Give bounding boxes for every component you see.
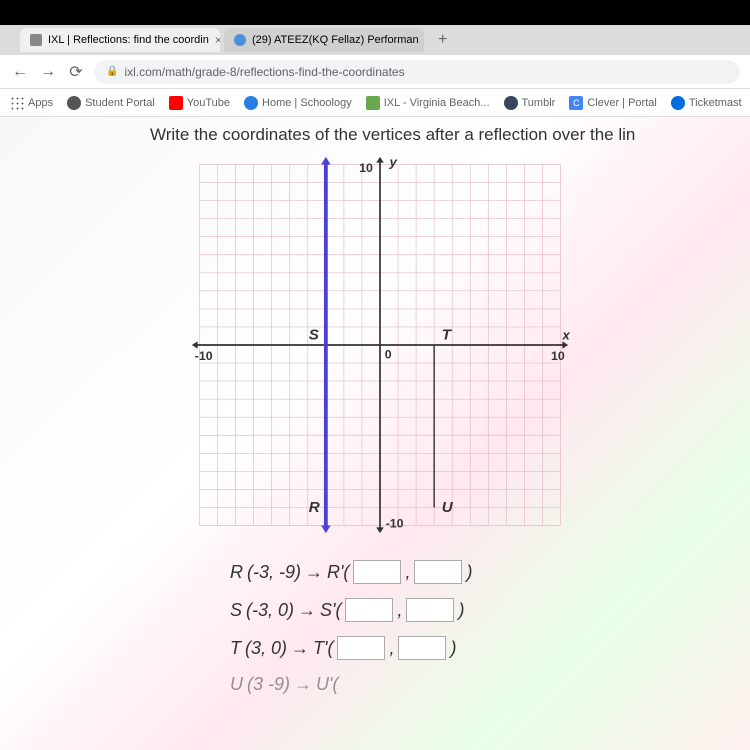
bookmark-tumblr[interactable]: Tumblr <box>504 96 556 110</box>
new-tab-button[interactable]: + <box>428 31 457 49</box>
bookmark-icon <box>244 96 258 110</box>
url-bar[interactable]: 🔒 ixl.com/math/grade-8/reflections-find-… <box>94 60 740 84</box>
bookmark-icon <box>366 96 380 110</box>
arrow: → <box>305 562 323 583</box>
point-label: S <box>230 600 242 621</box>
image-label: U'( <box>316 674 338 695</box>
arrow: → <box>291 638 309 659</box>
bookmark-icon <box>671 96 685 110</box>
point-coords: (3 -9) <box>247 674 290 695</box>
answer-input-x[interactable] <box>337 636 385 660</box>
comma: , <box>405 562 410 583</box>
question-text: Write the coordinates of the vertices af… <box>150 125 750 145</box>
answer-row-s: S (-3, 0) → S'( , ) <box>230 598 750 622</box>
bookmark-label: Apps <box>28 97 53 109</box>
bookmark-label: IXL - Virginia Beach... <box>384 97 490 109</box>
bookmark-icon: C <box>569 96 583 110</box>
svg-text:x: x <box>561 327 570 342</box>
window-top-border <box>0 0 750 25</box>
bookmark-label: Ticketmast <box>689 97 742 109</box>
reload-button[interactable]: ⟳ <box>66 62 86 82</box>
paren: ) <box>466 562 472 583</box>
bookmark-student-portal[interactable]: Student Portal <box>67 96 155 110</box>
bookmark-icon <box>67 96 81 110</box>
svg-text:-10: -10 <box>386 516 404 530</box>
bookmark-icon <box>504 96 518 110</box>
close-icon[interactable]: × <box>215 33 220 47</box>
answer-input-y[interactable] <box>406 598 454 622</box>
answer-row-u: U (3 -9) → U'( <box>230 674 750 695</box>
bookmark-youtube[interactable]: YouTube <box>169 96 230 110</box>
bookmark-label: Home | Schoology <box>262 97 352 109</box>
svg-text:10: 10 <box>551 349 565 363</box>
tab-bar: IXL | Reflections: find the coordin × (2… <box>0 25 750 55</box>
point-coords: (-3, 0) <box>246 600 294 621</box>
tab-label: (29) ATEEZ(KQ Fellaz) Performan <box>252 34 419 46</box>
image-label: T'( <box>313 638 333 659</box>
nav-bar: ← → ⟳ 🔒 ixl.com/math/grade-8/reflections… <box>0 55 750 89</box>
bookmark-label: YouTube <box>187 97 230 109</box>
coordinate-graph[interactable]: S T R U 0 -10 10 10 -10 y x <box>190 155 570 535</box>
svg-text:0: 0 <box>385 347 392 361</box>
tab-label: IXL | Reflections: find the coordin <box>48 34 209 46</box>
svg-text:T: T <box>442 326 453 343</box>
paren: ) <box>450 638 456 659</box>
svg-text:-10: -10 <box>195 349 213 363</box>
bookmark-bar: Apps Student Portal YouTube Home | Schoo… <box>0 89 750 117</box>
tab-favicon-ixl <box>30 34 42 46</box>
answer-input-y[interactable] <box>398 636 446 660</box>
page-content: Write the coordinates of the vertices af… <box>0 117 750 750</box>
svg-text:R: R <box>309 499 320 516</box>
image-label: R'( <box>327 562 349 583</box>
point-coords: (3, 0) <box>245 638 287 659</box>
arrow: → <box>298 600 316 621</box>
apps-icon <box>10 96 24 110</box>
answer-input-x[interactable] <box>345 598 393 622</box>
back-button[interactable]: ← <box>10 63 30 81</box>
point-label: T <box>230 638 241 659</box>
bookmark-label: Clever | Portal <box>587 97 657 109</box>
bookmark-icon <box>169 96 183 110</box>
answer-section: R (-3, -9) → R'( , ) S (-3, 0) → S'( , ) <box>230 560 750 695</box>
tab-active[interactable]: IXL | Reflections: find the coordin × <box>20 28 220 52</box>
svg-text:y: y <box>389 155 398 169</box>
answer-row-r: R (-3, -9) → R'( , ) <box>230 560 750 584</box>
tab-favicon-youtube <box>234 34 246 46</box>
comma: , <box>397 600 402 621</box>
answer-input-y[interactable] <box>414 560 462 584</box>
bookmark-ixl[interactable]: IXL - Virginia Beach... <box>366 96 490 110</box>
apps-button[interactable]: Apps <box>10 96 53 110</box>
bookmark-schoology[interactable]: Home | Schoology <box>244 96 352 110</box>
bookmark-label: Student Portal <box>85 97 155 109</box>
bookmark-ticketmaster[interactable]: Ticketmast <box>671 96 742 110</box>
image-label: S'( <box>320 600 341 621</box>
svg-text:S: S <box>309 326 319 343</box>
bookmark-clever[interactable]: C Clever | Portal <box>569 96 657 110</box>
lock-icon: 🔒 <box>106 66 118 77</box>
bookmark-label: Tumblr <box>522 97 556 109</box>
answer-input-x[interactable] <box>353 560 401 584</box>
svg-text:U: U <box>442 499 454 516</box>
svg-text:10: 10 <box>359 161 373 175</box>
point-coords: (-3, -9) <box>247 562 301 583</box>
arrow: → <box>294 674 312 695</box>
graph-svg: S T R U 0 -10 10 10 -10 y x <box>190 155 570 535</box>
point-label: R <box>230 562 243 583</box>
point-label: U <box>230 674 243 695</box>
url-text: ixl.com/math/grade-8/reflections-find-th… <box>124 65 404 79</box>
browser-window: IXL | Reflections: find the coordin × (2… <box>0 0 750 750</box>
forward-button[interactable]: → <box>38 63 58 81</box>
comma: , <box>389 638 394 659</box>
paren: ) <box>458 600 464 621</box>
answer-row-t: T (3, 0) → T'( , ) <box>230 636 750 660</box>
tab-inactive[interactable]: (29) ATEEZ(KQ Fellaz) Performan × <box>224 28 424 52</box>
